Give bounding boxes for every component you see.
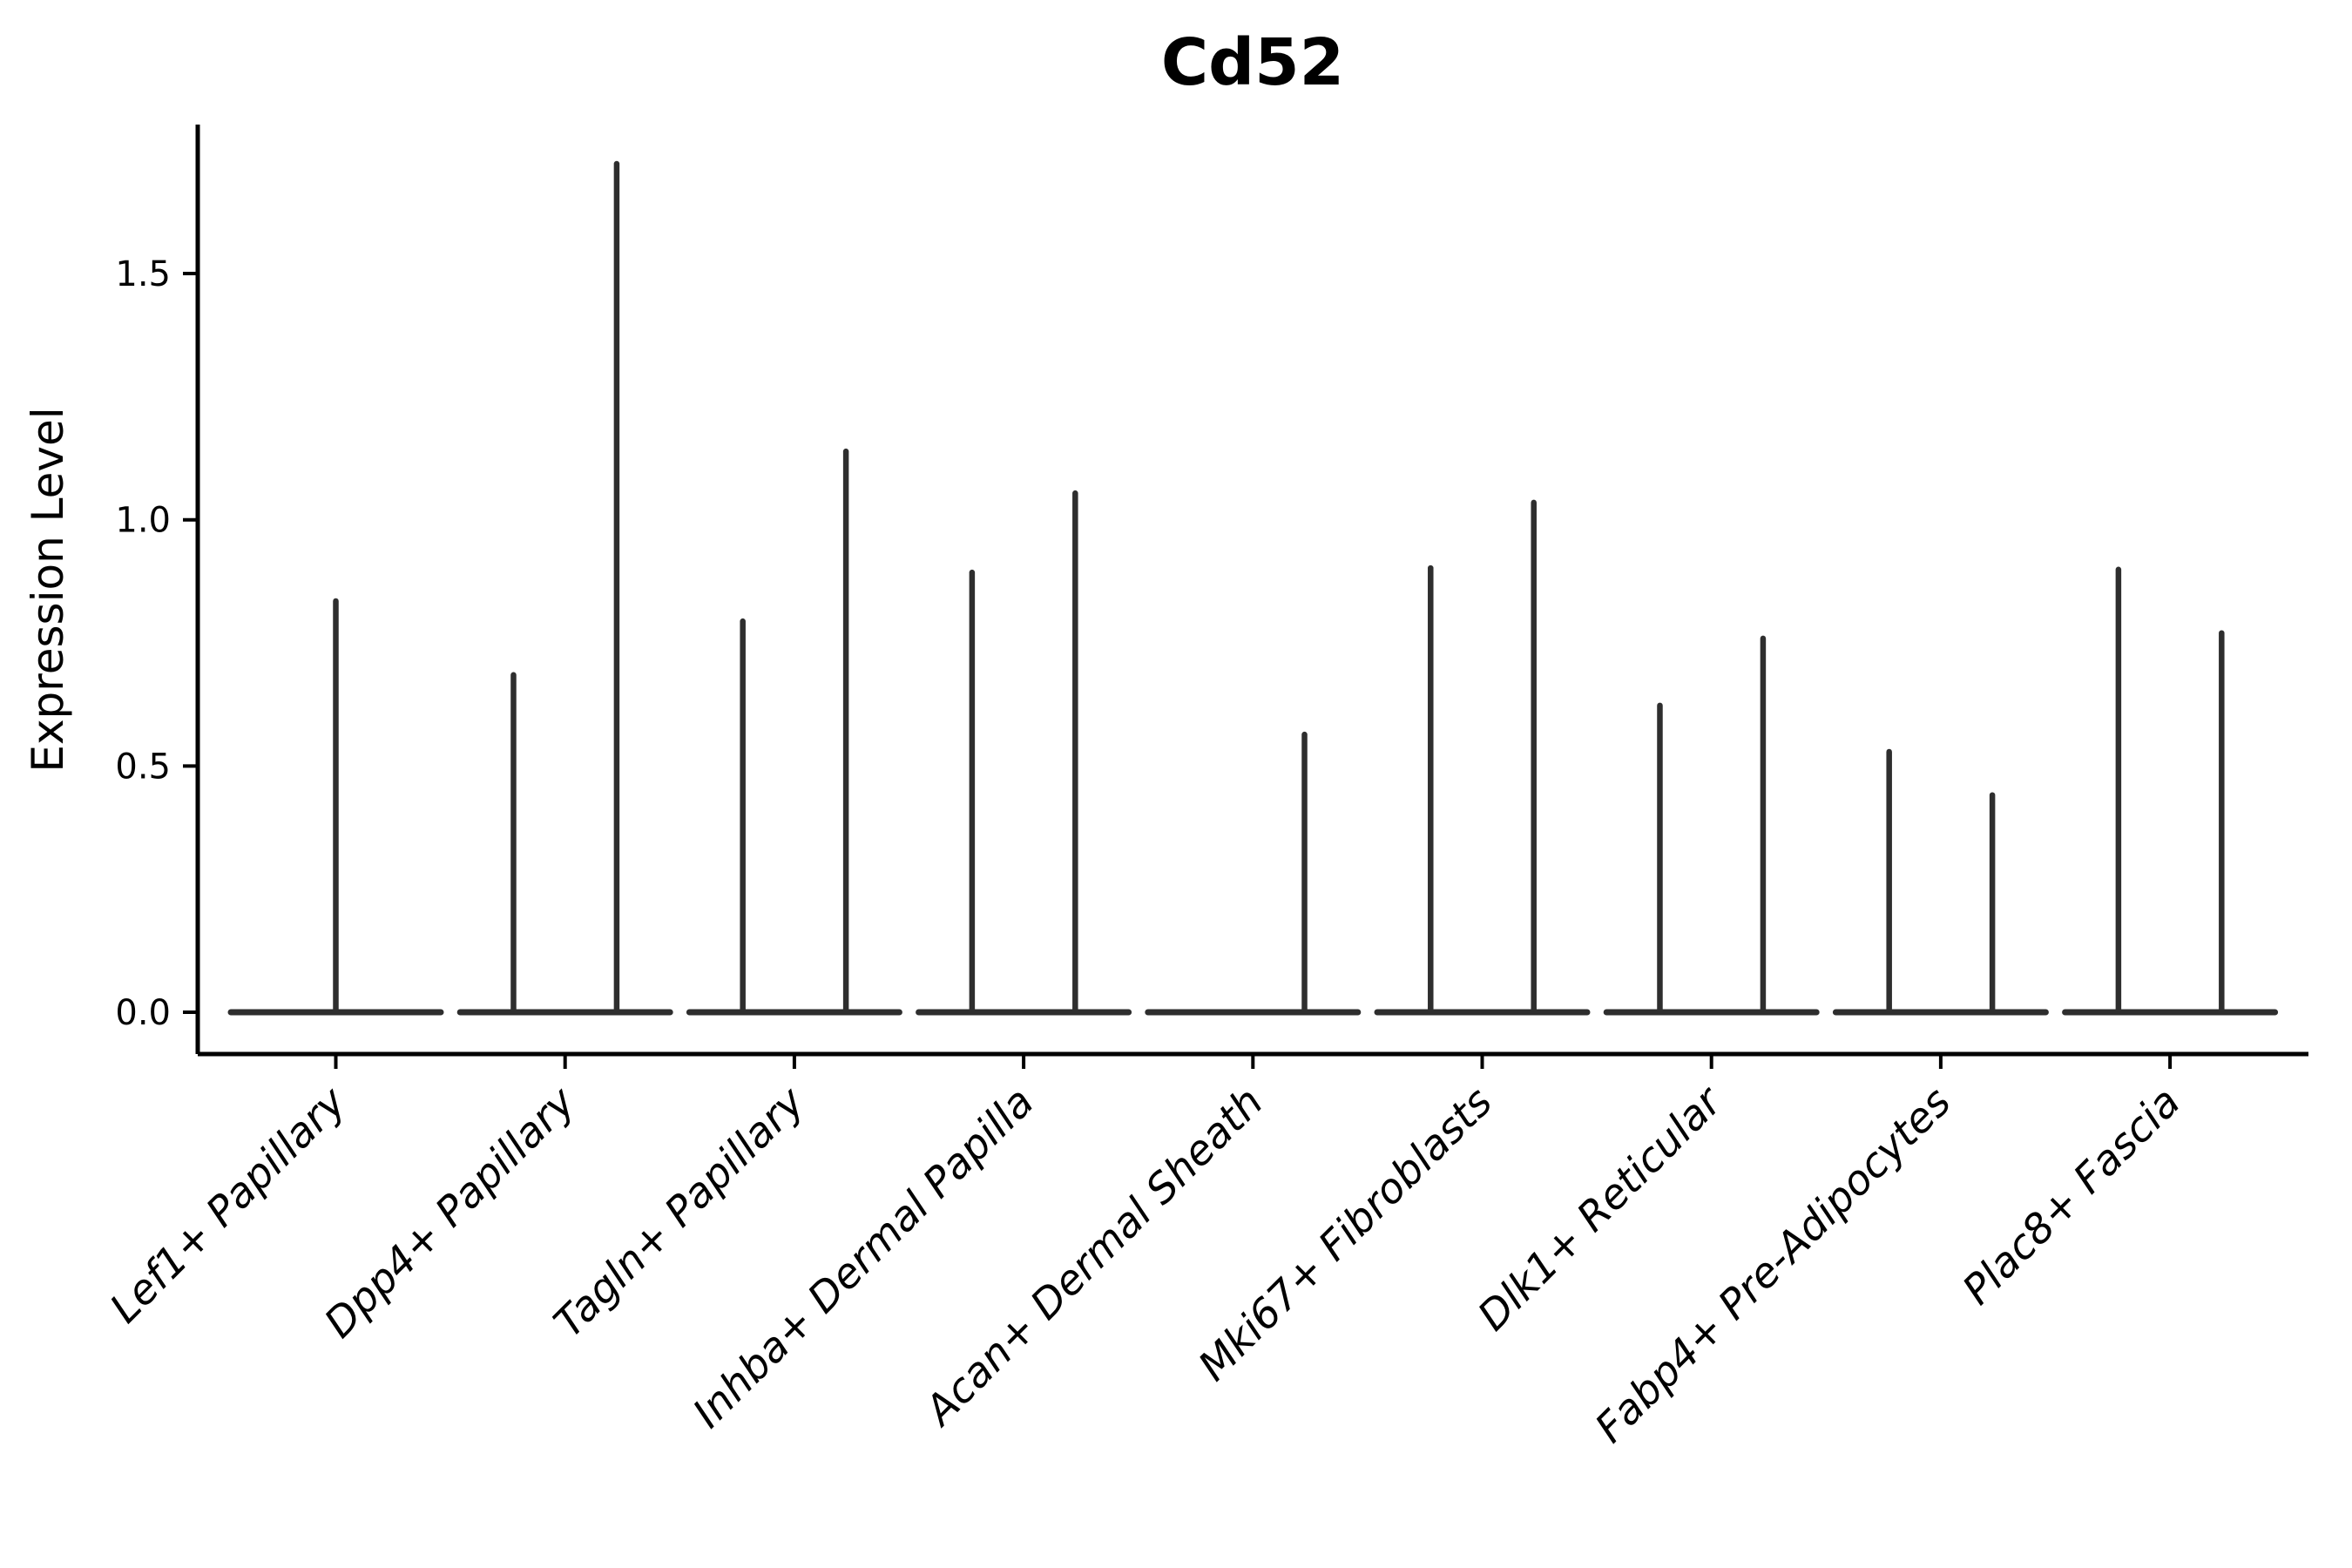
y-tick-label: 1.5 bbox=[115, 254, 171, 294]
y-tick-label: 0.0 bbox=[115, 993, 171, 1033]
y-axis-label: Expression Level bbox=[23, 407, 73, 772]
chart-title: Cd52 bbox=[1161, 25, 1344, 100]
x-tick-label: Plac8+ Fascia bbox=[1954, 1078, 2190, 1315]
x-tick-label: Lef1+ Papillary bbox=[101, 1078, 356, 1333]
y-tick-label: 1.0 bbox=[115, 501, 171, 541]
x-tick-label: Tagln+ Papillary bbox=[545, 1078, 815, 1348]
y-tick-label: 0.5 bbox=[115, 747, 171, 787]
x-tick-label: Dlk1+ Reticular bbox=[1469, 1077, 1733, 1341]
x-tick-label: Dpp4+ Papillary bbox=[315, 1078, 585, 1348]
ticks-layer bbox=[183, 272, 2173, 1069]
violins-layer bbox=[227, 160, 2279, 1016]
